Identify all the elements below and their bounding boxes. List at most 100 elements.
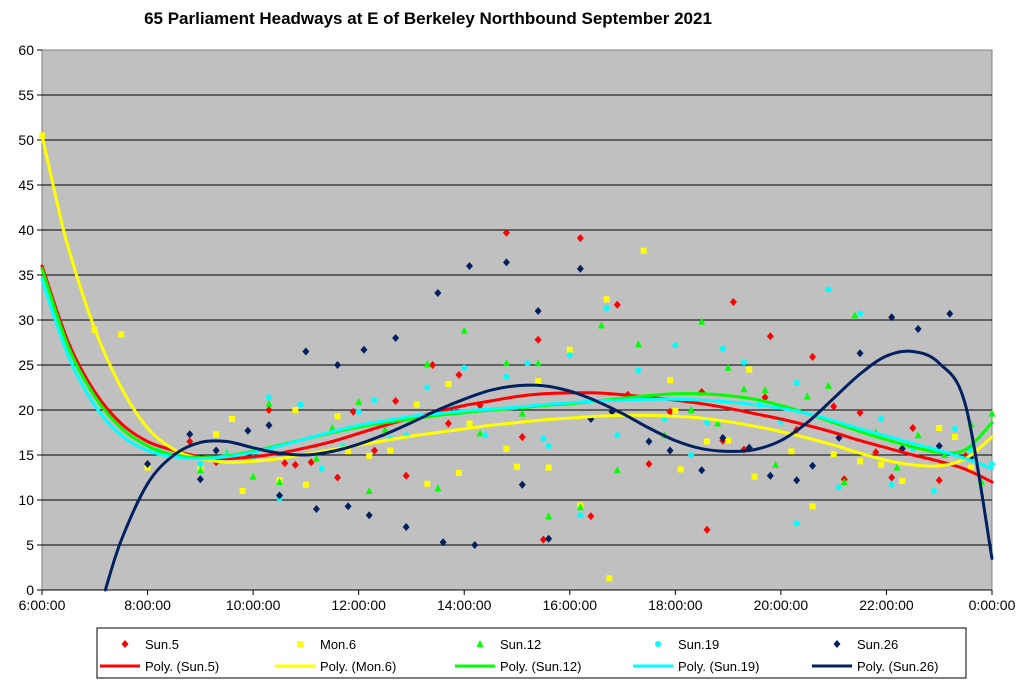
data-point: [719, 433, 727, 442]
data-point: [466, 262, 473, 270]
data-point: [809, 352, 817, 361]
data-point: [424, 480, 431, 487]
y-tick-label: 15: [18, 447, 34, 463]
data-point: [603, 305, 610, 312]
data-point: [366, 452, 373, 459]
x-tick-label: 18:00:00: [648, 597, 703, 613]
data-point: [482, 432, 489, 439]
data-point: [402, 471, 410, 480]
data-point: [603, 296, 610, 303]
data-point: [914, 431, 922, 439]
data-point: [576, 503, 584, 511]
data-point: [455, 470, 462, 476]
data-point: [888, 313, 896, 322]
data-point: [645, 460, 653, 468]
data-point: [766, 471, 774, 480]
data-point: [118, 331, 125, 338]
legend-label: Sun.5: [145, 637, 179, 652]
data-point: [825, 286, 832, 293]
data-point: [930, 488, 937, 494]
data-point: [535, 378, 542, 385]
y-tick-label: 35: [18, 267, 34, 283]
data-point: [740, 359, 747, 366]
x-tick-label: 10:00:00: [226, 597, 281, 613]
y-tick-label: 30: [18, 312, 34, 328]
data-point: [920, 444, 927, 451]
data-point: [307, 458, 315, 467]
data-point: [729, 298, 737, 306]
data-point: [392, 397, 400, 405]
data-point: [766, 332, 774, 341]
legend-marker: [833, 640, 841, 648]
legend-marker: [297, 641, 303, 647]
data-point: [439, 538, 447, 547]
data-point: [276, 478, 283, 485]
data-point: [640, 247, 647, 254]
data-point: [856, 408, 864, 417]
x-tick-label: 8:00:00: [124, 597, 171, 613]
data-point: [835, 484, 842, 491]
data-point: [936, 425, 943, 431]
data-point: [724, 363, 732, 371]
trendline: [103, 349, 994, 592]
data-point: [196, 466, 204, 474]
data-point: [666, 407, 674, 416]
data-point: [746, 366, 753, 373]
data-point: [704, 419, 710, 426]
y-tick-label: 40: [18, 222, 34, 238]
x-tick-label: 0:00:00: [969, 597, 1016, 613]
legend-marker: [655, 641, 661, 647]
data-point: [434, 289, 442, 297]
data-point: [197, 461, 204, 467]
data-point: [761, 386, 769, 394]
trendlines: [40, 134, 994, 592]
data-point: [840, 478, 848, 485]
data-point: [698, 317, 706, 325]
data-point: [461, 364, 468, 371]
chart-title: 65 Parliament Headways at E of Berkeley …: [144, 9, 712, 28]
data-point: [888, 473, 896, 482]
data-point: [545, 512, 553, 520]
data-point: [830, 402, 838, 411]
data-point: [281, 459, 289, 468]
y-tick-label: 0: [26, 582, 34, 598]
x-axis: 6:00:00 8:00:00 10:00:00 12:00:00 14:00:00 16…: [19, 589, 1016, 613]
data-point: [392, 334, 400, 342]
x-tick-label: 16:00:00: [543, 597, 598, 613]
data-point: [312, 505, 320, 513]
data-point: [967, 464, 974, 471]
data-point: [349, 407, 357, 416]
legend-label: Sun.12: [500, 637, 541, 652]
y-tick-label: 55: [18, 87, 34, 103]
y-tick-label: 10: [18, 492, 34, 508]
legend: Sun.5 Mon.6 Sun.12 Sun.19 Sun.26 Poly. (Sun.5…: [100, 637, 938, 674]
data-point: [856, 349, 864, 358]
data-point: [239, 488, 246, 494]
data-point: [249, 472, 257, 480]
data-point: [355, 408, 362, 415]
data-point: [328, 424, 336, 431]
legend-marker: [121, 640, 129, 648]
data-point: [952, 434, 959, 440]
data-point: [803, 392, 811, 400]
y-tick-label: 25: [18, 357, 34, 373]
data-point: [371, 397, 378, 404]
y-axis: 0 5 10 15 20 25 30 35 40 45 50 55 60: [18, 42, 42, 598]
data-point: [687, 406, 695, 413]
data-point: [518, 433, 526, 441]
data-point: [434, 484, 442, 492]
data-point: [935, 442, 943, 450]
data-point: [672, 342, 679, 349]
data-point: [334, 413, 341, 420]
data-point: [672, 407, 679, 414]
x-tick-label: 20:00:00: [754, 597, 809, 613]
data-point: [460, 326, 468, 334]
data-point: [587, 512, 595, 521]
data-point: [429, 361, 437, 369]
data-point: [809, 461, 817, 470]
data-point: [566, 346, 573, 353]
data-point: [545, 534, 553, 543]
data-point: [534, 359, 542, 367]
legend-label: Poly. (Sun.12): [500, 659, 581, 674]
data-point: [613, 300, 621, 309]
